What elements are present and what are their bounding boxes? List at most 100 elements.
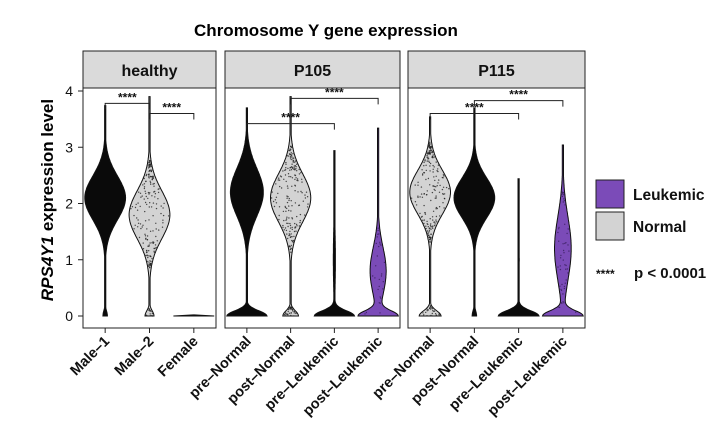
violin-point xyxy=(288,209,290,212)
violin-point xyxy=(417,181,419,183)
violin-point xyxy=(153,185,155,187)
violin-point xyxy=(288,217,290,219)
violin-point xyxy=(143,186,146,188)
panel-p105: P105pre–Normalpost–Normalpre–Leukemicpos… xyxy=(186,50,401,420)
violin-point xyxy=(278,214,280,217)
violin-shape xyxy=(541,144,584,317)
violin-point xyxy=(293,157,295,159)
violin-point xyxy=(287,173,290,175)
violin-point xyxy=(430,233,432,235)
violin-healthy-0 xyxy=(84,105,127,317)
violin-point xyxy=(422,219,424,221)
violin-point xyxy=(433,156,435,158)
violin-point xyxy=(566,232,568,235)
violin-point xyxy=(382,281,384,283)
violin-point xyxy=(425,164,427,166)
violin-point xyxy=(290,176,292,178)
violin-point xyxy=(148,250,150,252)
y-tick-label: 4 xyxy=(65,83,73,99)
violin-point xyxy=(423,222,425,225)
y-axis-label-gene: RPS4Y1 xyxy=(38,236,57,301)
violin-point xyxy=(291,240,294,243)
violin-point xyxy=(150,310,152,313)
violin-point xyxy=(148,264,150,266)
panel-p115: P115pre–Normalpost–Normalpre–Leukemicpos… xyxy=(370,50,586,419)
violin-point xyxy=(296,163,298,165)
panel-strip xyxy=(407,50,586,89)
violin-point xyxy=(293,315,295,317)
violin-point xyxy=(415,204,418,206)
violin-point xyxy=(141,226,143,228)
violin-point xyxy=(290,307,292,310)
violin-point xyxy=(305,191,308,193)
violin-point xyxy=(424,213,427,215)
legend: Leukemic Normal **** p < 0.0001 xyxy=(595,179,706,282)
violin-point xyxy=(277,179,279,181)
bracket-line xyxy=(429,113,520,120)
violin-point xyxy=(167,215,170,217)
violin-point xyxy=(154,196,156,198)
violin-point xyxy=(147,260,149,263)
violin-point xyxy=(275,196,278,198)
violin-point xyxy=(419,196,421,198)
violin-point xyxy=(419,212,421,215)
violin-point xyxy=(445,186,448,189)
violin-point xyxy=(151,169,153,171)
violin-point xyxy=(567,228,569,230)
violin-point xyxy=(378,233,380,235)
violin-point xyxy=(561,283,563,286)
violin-point xyxy=(154,244,157,246)
violin-point xyxy=(562,243,564,245)
violin-point xyxy=(558,306,561,309)
violin-point xyxy=(300,172,302,174)
violin-shape xyxy=(357,127,400,317)
violin-point xyxy=(294,165,296,167)
violin-point xyxy=(559,257,562,259)
violin-point xyxy=(152,230,154,232)
violin-point xyxy=(292,158,294,160)
violin-point xyxy=(378,245,380,248)
violin-point xyxy=(377,229,379,232)
violin-point xyxy=(304,194,306,196)
x-tick-label: post–Leukemic xyxy=(300,334,386,420)
violin-point xyxy=(286,155,289,157)
violin-point xyxy=(149,310,151,312)
violin-point xyxy=(425,178,427,181)
violin-point xyxy=(438,313,440,315)
violin-point xyxy=(375,265,377,267)
violin-point xyxy=(144,210,146,213)
violin-point xyxy=(278,206,281,208)
violin-point xyxy=(430,225,432,228)
violin-point xyxy=(287,237,289,240)
violin-point xyxy=(431,308,434,310)
violin-point xyxy=(285,210,287,212)
violin-point xyxy=(295,230,297,232)
violin-point xyxy=(430,236,432,239)
violin-point xyxy=(562,192,564,194)
violin-point xyxy=(286,233,288,235)
violin-point xyxy=(435,175,437,177)
violin-point xyxy=(289,222,291,225)
chart-panels: 01234healthyMale–1Male–2Female********P1… xyxy=(65,50,586,420)
violin-point xyxy=(149,182,152,184)
violin-point xyxy=(155,246,157,249)
violin-point xyxy=(423,314,425,316)
violin-point xyxy=(306,196,309,198)
violin-point xyxy=(149,313,151,315)
significance-bracket: **** xyxy=(246,111,335,130)
bracket-label: **** xyxy=(118,90,137,104)
violin-point xyxy=(147,197,149,200)
violin-point xyxy=(282,210,285,213)
violin-point xyxy=(155,222,157,224)
violin-point xyxy=(442,193,444,195)
violin-point xyxy=(147,174,150,176)
violin-point xyxy=(286,222,288,224)
violin-point xyxy=(136,209,139,211)
violin-point xyxy=(563,285,566,288)
violin-point xyxy=(137,219,139,221)
violin-point xyxy=(428,161,431,164)
violin-point xyxy=(441,176,444,179)
violin-point xyxy=(272,200,275,203)
violin-point xyxy=(379,312,381,314)
violin-point xyxy=(562,293,564,295)
